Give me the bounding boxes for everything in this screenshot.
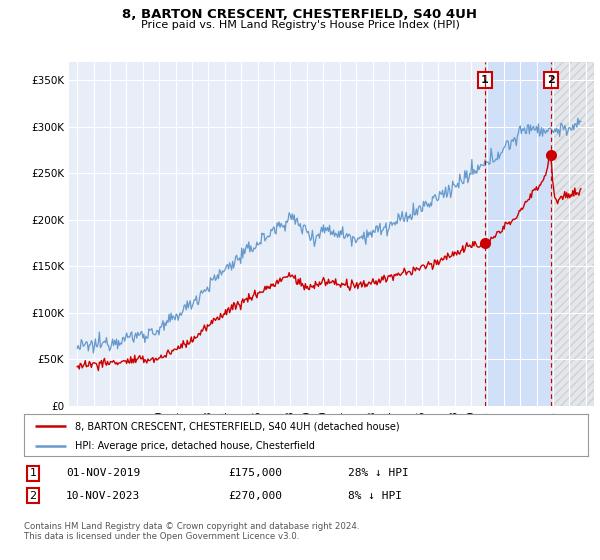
Text: 1: 1 <box>29 468 37 478</box>
Text: 2: 2 <box>547 75 554 85</box>
Text: 2: 2 <box>29 491 37 501</box>
Text: 8, BARTON CRESCENT, CHESTERFIELD, S40 4UH: 8, BARTON CRESCENT, CHESTERFIELD, S40 4U… <box>122 8 478 21</box>
Text: £270,000: £270,000 <box>228 491 282 501</box>
Text: 8% ↓ HPI: 8% ↓ HPI <box>348 491 402 501</box>
Text: 1: 1 <box>481 75 488 85</box>
Bar <box>485 62 551 406</box>
Text: 01-NOV-2019: 01-NOV-2019 <box>66 468 140 478</box>
Text: 8, BARTON CRESCENT, CHESTERFIELD, S40 4UH (detached house): 8, BARTON CRESCENT, CHESTERFIELD, S40 4U… <box>75 421 400 431</box>
Text: 28% ↓ HPI: 28% ↓ HPI <box>348 468 409 478</box>
Bar <box>551 62 594 406</box>
Text: Contains HM Land Registry data © Crown copyright and database right 2024.
This d: Contains HM Land Registry data © Crown c… <box>24 522 359 542</box>
Text: 10-NOV-2023: 10-NOV-2023 <box>66 491 140 501</box>
Text: HPI: Average price, detached house, Chesterfield: HPI: Average price, detached house, Ches… <box>75 441 314 451</box>
Text: Price paid vs. HM Land Registry's House Price Index (HPI): Price paid vs. HM Land Registry's House … <box>140 20 460 30</box>
Text: £175,000: £175,000 <box>228 468 282 478</box>
